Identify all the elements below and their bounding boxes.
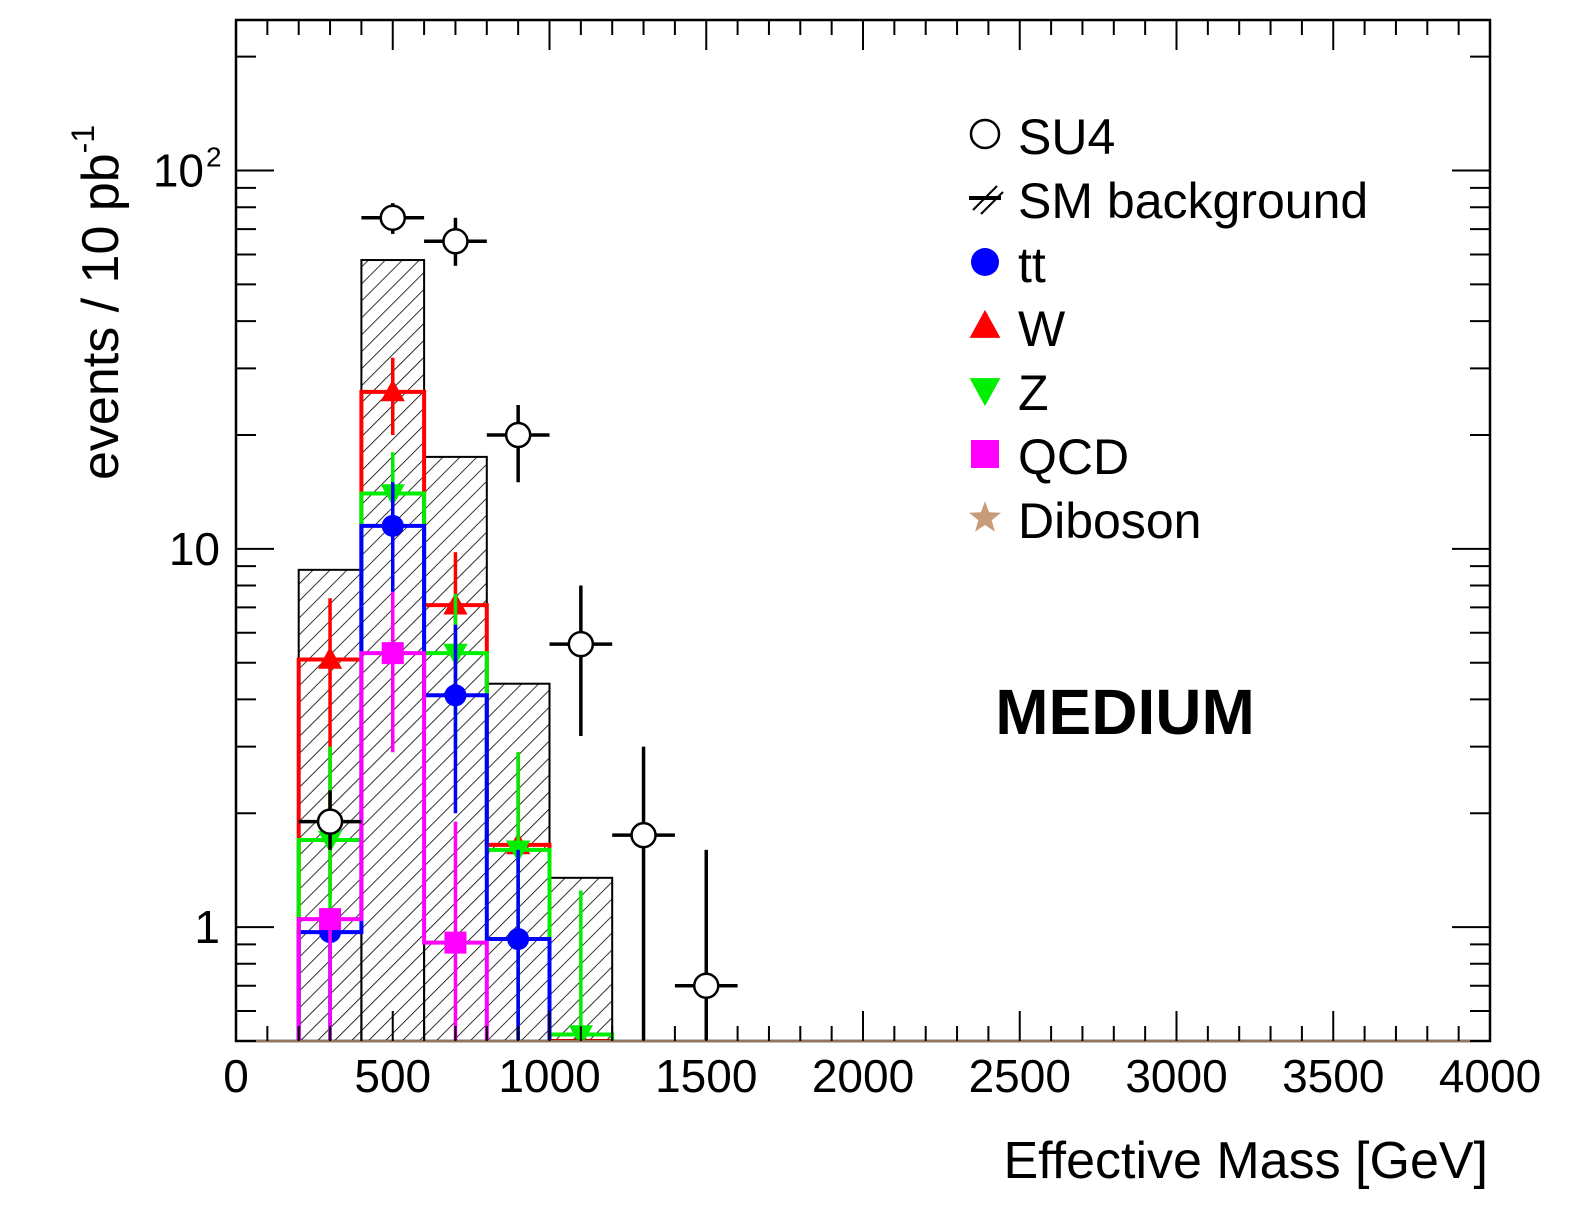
x-tick-label: 500	[354, 1050, 431, 1102]
legend-su4-marker	[969, 118, 1001, 150]
w-marker	[380, 379, 405, 402]
su4-point	[379, 204, 406, 232]
legend-z-marker	[969, 378, 1001, 407]
x-tick-label: 1500	[655, 1050, 757, 1102]
series-histograms	[296, 357, 615, 1041]
legend-diboson-label: Diboson	[1018, 493, 1201, 549]
su4-point	[504, 421, 532, 449]
medium-annotation: MEDIUM	[995, 676, 1255, 748]
su4-point	[442, 228, 469, 255]
legend-tt-label: tt	[1018, 237, 1046, 293]
x-tick-label: 4000	[1439, 1050, 1541, 1102]
legend-qcd-label: QCD	[1018, 429, 1129, 485]
x-axis-label: Effective Mass [GeV]	[1003, 1132, 1488, 1190]
x-tick-label: 3000	[1125, 1050, 1227, 1102]
x-tick-label: 2500	[969, 1050, 1071, 1102]
x-tick-label: 3500	[1282, 1050, 1384, 1102]
legend-w-label: W	[1018, 301, 1066, 357]
legend-qcd-marker	[971, 440, 999, 468]
x-tick-label: 2000	[812, 1050, 914, 1102]
qcd-marker	[381, 642, 404, 665]
legend-sm-background-hatch	[980, 191, 1004, 215]
legend: SU4 SM background tt WZ QCD Diboson	[969, 109, 1368, 549]
su4-points	[298, 203, 738, 1041]
legend-diboson-marker	[969, 501, 1001, 532]
legend-z-label: Z	[1018, 365, 1049, 421]
y-axis-label: events / 10 pb-1	[65, 125, 130, 480]
su4-point	[693, 972, 720, 999]
tt-marker	[507, 928, 530, 951]
x-tick-label: 0	[223, 1050, 249, 1102]
legend-su4-label: SU4	[1018, 109, 1115, 165]
su4-point	[316, 808, 344, 835]
qcd-marker	[444, 931, 467, 954]
su4-point	[630, 821, 657, 849]
y-axis-label-superscript: -1	[65, 125, 101, 153]
w-marker	[317, 646, 343, 669]
legend-tt-marker	[971, 248, 999, 276]
legend-sm-background-label: SM background	[1018, 173, 1368, 229]
y-tick-label-superscript: 2	[206, 142, 222, 173]
y-axis-label-main: events / 10 pb	[72, 153, 130, 480]
y-tick-label: 1	[194, 901, 220, 953]
tt-marker	[381, 514, 404, 537]
y-tick-label: 10	[169, 523, 220, 575]
y-tick-label: 10	[153, 145, 204, 197]
legend-sm-background-hatch	[972, 185, 998, 211]
tt-marker	[444, 684, 467, 707]
qcd-marker	[319, 908, 342, 931]
x-axis-ticks: 0 500 1000 1500 2000 2500 3000 3500 4000	[223, 20, 1541, 1102]
legend-w-marker	[969, 309, 1001, 338]
x-tick-label: 1000	[498, 1050, 600, 1102]
su4-point	[567, 630, 595, 658]
